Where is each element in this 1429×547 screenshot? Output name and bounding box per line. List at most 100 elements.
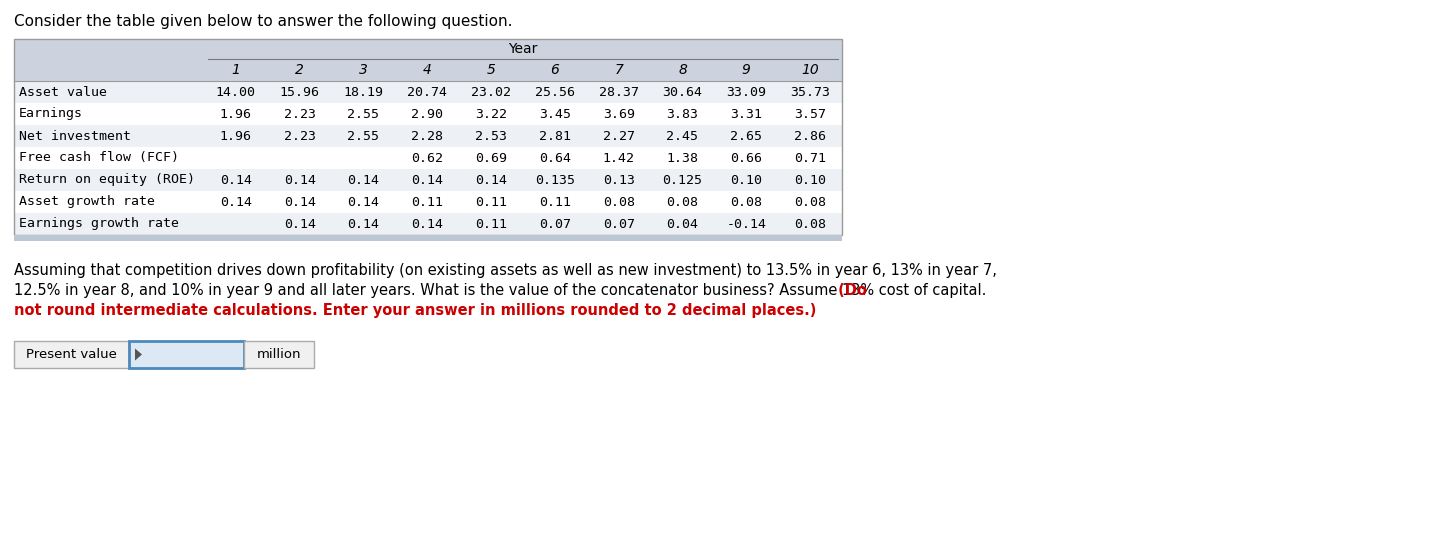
Text: Consider the table given below to answer the following question.: Consider the table given below to answer… [14,14,513,29]
Text: 0.11: 0.11 [539,195,572,208]
Text: Asset growth rate: Asset growth rate [19,195,154,208]
Text: 2.45: 2.45 [666,130,699,143]
Text: 3.22: 3.22 [474,108,507,120]
Text: 1.96: 1.96 [220,108,252,120]
Text: 3: 3 [359,63,367,77]
Text: 0.14: 0.14 [412,173,443,187]
Text: 0.07: 0.07 [603,218,634,230]
Text: 2.28: 2.28 [412,130,443,143]
Text: 0.10: 0.10 [795,173,826,187]
Text: 0.66: 0.66 [730,152,762,165]
Bar [14,81,842,103]
Text: 0.14: 0.14 [347,218,380,230]
Bar [14,235,842,241]
Text: 0.14: 0.14 [412,218,443,230]
Text: 6: 6 [550,63,559,77]
Polygon shape [134,348,141,360]
Text: 0.04: 0.04 [666,218,699,230]
Text: 0.14: 0.14 [347,173,380,187]
Bar [14,341,129,368]
Text: 0.135: 0.135 [534,173,574,187]
Text: 23.02: 23.02 [472,85,512,98]
Text: 2.23: 2.23 [284,130,316,143]
Text: 12.5% in year 8, and 10% in year 9 and all later years. What is the value of the: 12.5% in year 8, and 10% in year 9 and a… [14,283,986,298]
Text: 1: 1 [231,63,240,77]
Bar [14,191,842,213]
Text: 0.08: 0.08 [795,195,826,208]
Text: -0.14: -0.14 [726,218,766,230]
Text: Return on equity (ROE): Return on equity (ROE) [19,173,194,187]
Text: 10: 10 [802,63,819,77]
Text: 15.96: 15.96 [280,85,320,98]
Text: 0.14: 0.14 [220,173,252,187]
Text: 2.27: 2.27 [603,130,634,143]
Text: 3.83: 3.83 [666,108,699,120]
Text: not round intermediate calculations. Enter your answer in millions rounded to 2 : not round intermediate calculations. Ent… [14,303,816,318]
Bar [244,341,314,368]
Text: 4: 4 [423,63,432,77]
Text: 0.11: 0.11 [474,218,507,230]
Text: 3.57: 3.57 [795,108,826,120]
Text: 2.81: 2.81 [539,130,572,143]
Text: Earnings growth rate: Earnings growth rate [19,218,179,230]
Bar [14,103,842,125]
Text: Year: Year [509,42,537,56]
Text: 2.86: 2.86 [795,130,826,143]
Text: 7: 7 [614,63,623,77]
Text: 3.45: 3.45 [539,108,572,120]
Bar [14,213,842,235]
Text: 18.19: 18.19 [343,85,383,98]
Text: 1.38: 1.38 [666,152,699,165]
Text: 9: 9 [742,63,750,77]
Text: 0.14: 0.14 [284,195,316,208]
Bar [14,39,842,81]
Text: 0.14: 0.14 [284,173,316,187]
Text: 0.08: 0.08 [795,218,826,230]
Text: 0.10: 0.10 [730,173,762,187]
Text: 2.23: 2.23 [284,108,316,120]
Text: 2.90: 2.90 [412,108,443,120]
Text: 25.56: 25.56 [534,85,574,98]
Text: 1.96: 1.96 [220,130,252,143]
Bar [14,169,842,191]
Bar [14,39,842,235]
Bar [14,125,842,147]
Text: Asset value: Asset value [19,85,107,98]
Text: Net investment: Net investment [19,130,131,143]
Text: 0.08: 0.08 [730,195,762,208]
Text: 0.125: 0.125 [663,173,703,187]
Text: 14.00: 14.00 [216,85,256,98]
Text: 0.14: 0.14 [474,173,507,187]
Text: 0.11: 0.11 [474,195,507,208]
Text: 0.62: 0.62 [412,152,443,165]
Text: 1.42: 1.42 [603,152,634,165]
Text: 2.55: 2.55 [347,108,380,120]
Text: 2.55: 2.55 [347,130,380,143]
Text: 3.69: 3.69 [603,108,634,120]
Text: (Do: (Do [833,283,866,298]
Text: 0.69: 0.69 [474,152,507,165]
Text: 0.11: 0.11 [412,195,443,208]
Text: 33.09: 33.09 [726,85,766,98]
Text: 0.14: 0.14 [347,195,380,208]
Text: 0.13: 0.13 [603,173,634,187]
Text: 2: 2 [296,63,304,77]
Text: 0.08: 0.08 [603,195,634,208]
Text: 0.07: 0.07 [539,218,572,230]
Text: 35.73: 35.73 [790,85,830,98]
Bar [129,341,244,368]
Bar [14,147,842,169]
Text: 0.14: 0.14 [220,195,252,208]
Text: 3.31: 3.31 [730,108,762,120]
Text: 28.37: 28.37 [599,85,639,98]
Text: Assuming that competition drives down profitability (on existing assets as well : Assuming that competition drives down pr… [14,263,997,278]
Text: 20.74: 20.74 [407,85,447,98]
Text: 2.65: 2.65 [730,130,762,143]
Text: 0.08: 0.08 [666,195,699,208]
Text: 0.64: 0.64 [539,152,572,165]
Text: million: million [257,348,302,361]
Text: 2.53: 2.53 [474,130,507,143]
Text: Present value: Present value [26,348,117,361]
Text: 5: 5 [487,63,496,77]
Text: Earnings: Earnings [19,108,83,120]
